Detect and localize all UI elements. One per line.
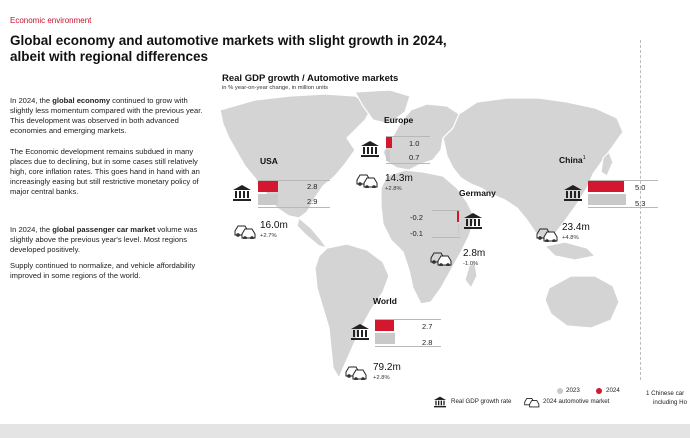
column-divider [640, 40, 641, 380]
bank-building-icon [351, 324, 369, 340]
germany-gdp-2024: -0.2 [410, 213, 423, 222]
china-market-change: +4.8% [562, 235, 579, 241]
europe-market-volume: 14.3m [385, 173, 413, 184]
region-label-china: China1 [559, 155, 586, 165]
bank-building-icon [464, 213, 482, 229]
page-title: Global economy and automotive markets wi… [10, 33, 570, 65]
world-market-change: +2.8% [373, 375, 390, 381]
footnote-line-2: including Ho [653, 399, 688, 406]
world-gdp-frame [375, 319, 441, 347]
world-map [219, 89, 624, 380]
world-gdp-bar-2023 [375, 333, 395, 344]
china-market-volume: 23.4m [562, 222, 590, 233]
economy-text-post: continued to grow with slightly less mom… [10, 96, 203, 135]
world-market-volume: 79.2m [373, 362, 401, 373]
cars-icon [430, 252, 452, 266]
supply-paragraph: Supply continued to normalize, and vehic… [10, 261, 196, 280]
region-label-germany: Germany [459, 188, 496, 198]
germany-market-change: -1.0% [463, 261, 479, 267]
car-market-text-bold: global passenger car market [52, 225, 156, 234]
legend-label-2024: 2024 [606, 387, 620, 394]
europe-gdp-bar-2023 [386, 150, 390, 161]
cars-icon [356, 174, 378, 188]
legend-gdp-label: Real GDP growth rate [451, 398, 512, 405]
germany-market-volume: 2.8m [463, 248, 486, 259]
africa-shape [380, 169, 476, 305]
china-footnote-mark: 1 [582, 155, 586, 162]
bank-building-icon [564, 185, 582, 201]
bottom-strip [0, 424, 690, 438]
world-gdp-2024: 2.7 [422, 322, 433, 331]
economy-text-bold: global economy [52, 96, 111, 105]
car-market-text-pre: In 2024, the [10, 225, 53, 234]
europe-gdp-2023: 0.7 [409, 153, 420, 162]
map-title: Real GDP growth / Automotive markets [222, 73, 399, 84]
page-title-line-2: albeit with regional differences [10, 49, 209, 64]
page-title-line-1: Global economy and automotive markets wi… [10, 33, 447, 48]
usa-gdp-2024: 2.8 [307, 182, 318, 191]
region-label-europe: Europe [384, 115, 414, 125]
asia-shape [442, 97, 624, 241]
economy-text-pre: In 2024, the [10, 96, 53, 105]
car-market-text-post: volume was slightly above the previous y… [10, 225, 198, 254]
cars-icon [345, 366, 367, 380]
australia-shape [544, 275, 620, 329]
legend-market-label: 2024 automotive market [543, 398, 610, 405]
usa-market-change: +2.7% [260, 233, 277, 239]
china-gdp-bar-2023 [588, 194, 626, 205]
china-gdp-bar-2024 [588, 181, 624, 192]
bank-building-icon [361, 141, 379, 157]
usa-gdp-frame [258, 180, 330, 208]
legend-label-2023: 2023 [566, 387, 580, 394]
north-america-shape [219, 93, 374, 219]
china-gdp-frame [588, 180, 658, 208]
greenland-shape [353, 89, 411, 125]
bank-building-icon [233, 185, 251, 201]
usa-market-volume: 16.0m [260, 220, 288, 231]
legend-cars-icon [524, 398, 540, 408]
germany-gdp-frame [432, 210, 460, 238]
central-america-shape [296, 216, 329, 249]
south-america-shape [314, 243, 390, 380]
madagascar-shape [464, 260, 478, 290]
cars-icon [536, 228, 558, 242]
japan-shape [600, 150, 614, 177]
europe-gdp-bar-2024 [386, 137, 392, 148]
section-kicker: Economic environment [10, 16, 92, 25]
region-label-china-text: China [559, 155, 583, 165]
germany-gdp-bar-2024 [457, 211, 459, 222]
germany-gdp-2023: -0.1 [410, 229, 423, 238]
usa-gdp-bar-2023 [258, 194, 278, 205]
car-market-paragraph: In 2024, the global passenger car market… [10, 225, 210, 255]
legend-bank-building-icon [434, 396, 446, 408]
inflation-paragraph: The Economic development remains subdued… [10, 147, 200, 196]
europe-gdp-frame [386, 136, 430, 164]
germany-gdp-bar-2023 [458, 224, 459, 235]
europe-gdp-2024: 1.0 [409, 139, 420, 148]
economy-paragraph: In 2024, the global economy continued to… [10, 96, 210, 136]
europe-market-change: +2.8% [385, 186, 402, 192]
region-label-usa: USA [260, 156, 278, 166]
cars-icon [234, 225, 256, 239]
world-gdp-bar-2024 [375, 320, 394, 331]
legend-swatch-2023 [557, 388, 563, 394]
map-subtitle: in % year-on-year change, in million uni… [222, 85, 329, 91]
region-label-world: World [373, 296, 397, 306]
southeast-asia-islands-shape [543, 241, 597, 261]
legend-swatch-2024 [596, 388, 602, 394]
usa-gdp-bar-2024 [258, 181, 278, 192]
world-gdp-2023: 2.8 [422, 338, 433, 347]
footnote-line-1: 1 Chinese car [646, 390, 685, 397]
usa-gdp-2023: 2.9 [307, 197, 318, 206]
